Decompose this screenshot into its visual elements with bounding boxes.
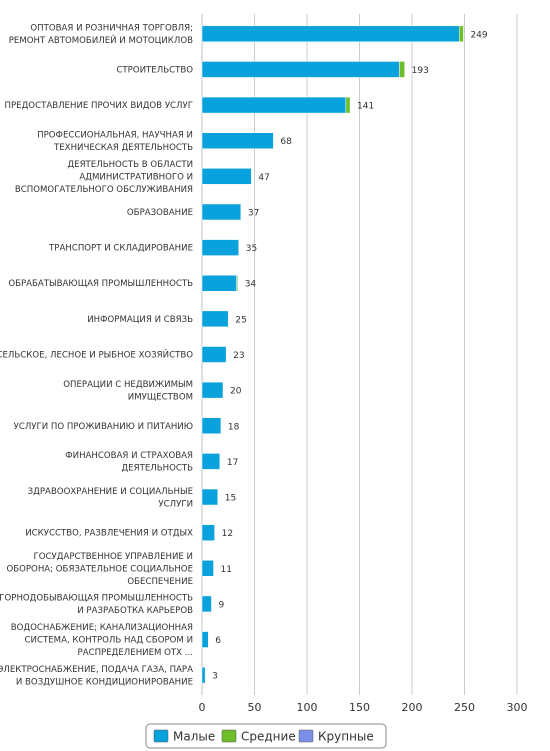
bar-12-series-1[interactable] [201,417,222,435]
category-labels: ОПТОВАЯ И РОЗНИЧНАЯ ТОРГОВЛЯ; РЕМОНТ АВТО… [0,24,193,688]
category-label-9: ИНФОРМАЦИЯ И СВЯЗЬ [87,315,193,325]
legend-swatch-1 [153,729,169,743]
value-label-8: 34 [245,280,257,290]
bar-4-series-1[interactable] [201,132,274,149]
category-label-11: ОПЕРАЦИИ С НЕДВИЖИМЫМ ИМУЩЕСТВОМ [63,380,193,403]
category-label-6: ОБРАЗОВАНИЕ [127,208,193,218]
bar-14-series-1[interactable] [201,488,218,506]
bars [201,25,464,684]
x-tick-label-250: 250 [454,701,475,714]
category-label-10: СЕЛЬСКОЕ, ЛЕСНОЕ И РЫБНОЕ ХОЗЯЙСТВО [0,349,193,361]
bar-10-series-1[interactable] [201,346,227,363]
x-tick-label-150: 150 [349,701,370,714]
bar-5-series-1[interactable] [201,168,252,185]
category-label-14: ЗДРАВООХРАНЕНИЕ И СОЦИАЛЬНЫЕ УСЛУГИ [28,487,193,510]
legend: Малые Средние Крупные [145,723,387,749]
value-label-19: 3 [212,672,218,682]
category-label-2: СТРОИТЕЛЬСТВО [116,65,193,75]
bar-15-series-1[interactable] [201,524,215,541]
bar-2-series-2[interactable] [399,61,405,78]
bar-8-series-1[interactable] [201,274,237,292]
category-label-13: ФИНАНСОВАЯ И СТРАХОВАЯ ДЕЯТЕЛЬНОСТЬ [65,451,193,474]
legend-item-3[interactable]: Крупные [298,729,374,744]
bar-8-series-2[interactable] [236,274,238,292]
value-label-9: 25 [235,315,246,325]
x-axis-ticks: 0 50 100 150 200 250 300 [199,701,528,714]
category-label-15: ИСКУССТВО, РАЗВЛЕЧЕНИЯ И ОТДЫХ [25,529,193,539]
category-label-5: ДЕЯТЕЛЬНОСТЬ В ОБЛАСТИ АДМИНИСТРАТИВНОГО … [15,160,193,195]
value-label-16: 11 [221,565,232,575]
legend-label-3: Крупные [318,730,374,744]
legend-box [145,723,387,749]
grid-lines [201,14,518,695]
legend-label-1: Малые [173,730,215,744]
bar-9-series-1[interactable] [201,310,229,328]
bar-17-series-1[interactable] [201,595,212,613]
bar-7-series-1[interactable] [201,239,239,256]
bar-11-series-1[interactable] [201,381,224,399]
category-label-7: ТРАНСПОРТ И СКЛАДИРОВАНИЕ [48,244,193,254]
bar-1-series-1[interactable] [201,25,460,43]
value-label-2: 193 [412,66,429,76]
value-label-13: 17 [227,458,238,468]
value-label-17: 9 [218,600,224,610]
value-label-14: 15 [225,494,236,504]
category-label-18: ВОДОСНАБЖЕНИЕ; КАНАЛИЗАЦИОННАЯ СИСТЕМА, К… [11,623,193,658]
bar-6-series-1[interactable] [201,203,242,221]
x-tick-label-0: 0 [199,701,206,714]
value-label-15: 12 [222,529,233,539]
value-label-5: 47 [258,173,269,183]
bar-16-series-1[interactable] [201,560,214,577]
bar-19-series-1[interactable] [201,666,206,684]
bar-3-series-2[interactable] [345,96,351,114]
category-label-19: ЭЛЕКТРОСНАБЖЕНИЕ, ПОДАЧА ГАЗА, ПАРА И ВОЗ… [0,665,193,688]
bar-18-series-1[interactable] [201,631,209,648]
category-label-1: ОПТОВАЯ И РОЗНИЧНАЯ ТОРГОВЛЯ; РЕМОНТ АВТО… [9,24,193,46]
legend-swatch-2 [221,729,237,743]
value-label-7: 35 [246,244,257,254]
legend-swatch-3 [298,729,314,743]
bar-3-series-1[interactable] [201,96,347,114]
category-label-4: ПРОФЕССИОНАЛЬНАЯ, НАУЧНАЯ И ТЕХНИЧЕСКАЯ Д… [37,130,193,153]
bar-13-series-1[interactable] [201,453,221,470]
x-tick-label-50: 50 [248,701,262,714]
legend-label-2: Средние [241,730,296,744]
value-label-1: 249 [470,30,487,40]
value-label-18: 6 [215,636,221,646]
legend-item-1[interactable]: Малые [153,729,215,744]
value-label-4: 68 [280,137,292,147]
category-label-8: ОБРАБАТЫВАЮЩАЯ ПРОМЫШЛЕННОСТЬ [8,279,193,289]
value-label-6: 37 [248,208,259,218]
x-tick-label-200: 200 [402,701,423,714]
category-label-12: УСЛУГИ ПО ПРОЖИВАНИЮ И ПИТАНИЮ [14,422,193,432]
x-tick-label-300: 300 [507,701,528,714]
legend-item-2[interactable]: Средние [221,729,296,744]
value-label-11: 20 [230,387,242,397]
value-labels: 249 193 141 68 47 37 35 34 25 23 20 18 17 15 12 11 9 6 3 [212,30,488,681]
category-label-16: ГОСУДАРСТВЕННОЕ УПРАВЛЕНИЕ И ОБОРОНА; ОБЯ… [6,552,193,587]
bar-1-series-2[interactable] [459,25,464,43]
x-tick-label-100: 100 [297,701,318,714]
value-label-3: 141 [357,102,374,112]
category-label-17: ГОРНОДОБЫВАЮЩАЯ ПРОМЫШЛЕННОСТЬ И РАЗРАБОТ… [0,594,193,617]
value-label-10: 23 [233,351,244,361]
value-label-12: 18 [228,422,240,432]
bar-2-series-1[interactable] [201,61,400,78]
category-label-3: ПРЕДОСТАВЛЕНИЕ ПРОЧИХ ВИДОВ УСЛУГ [5,101,193,111]
